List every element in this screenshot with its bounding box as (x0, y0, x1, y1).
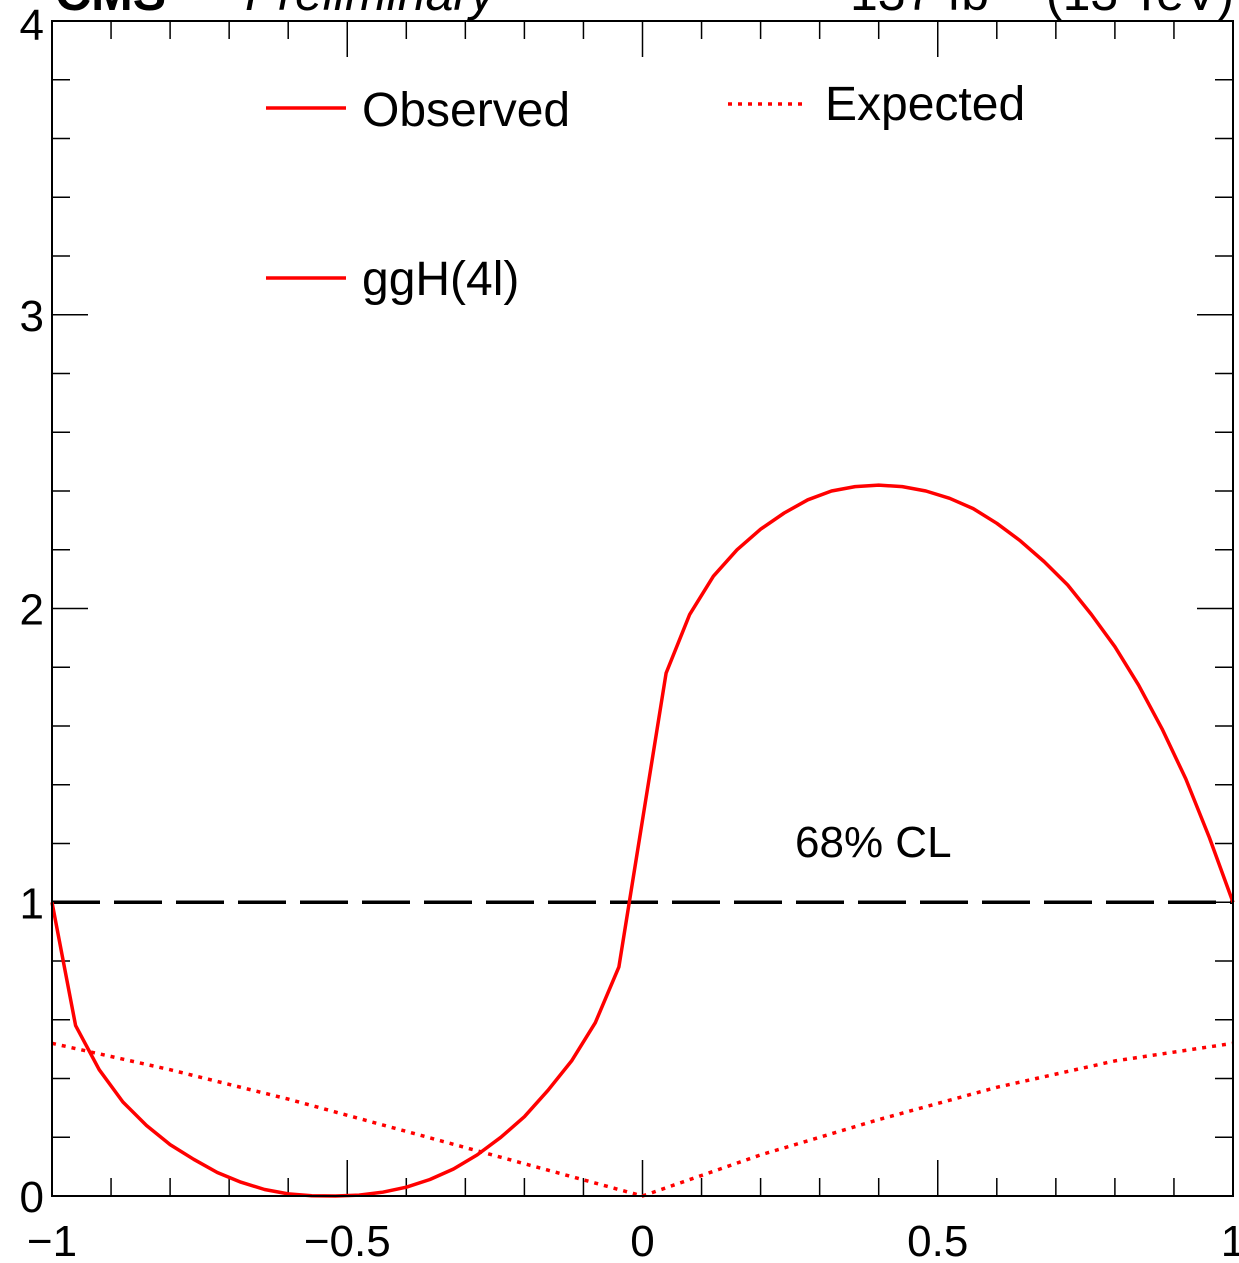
x-tick-label: −1 (27, 1217, 77, 1263)
cl-annotation: 68% CL (795, 818, 952, 867)
legend-channel-label: ggH(4l) (362, 253, 519, 306)
plot-frame (51, 20, 1234, 1197)
y-tick-label: 4 (20, 1, 44, 50)
observed-curve (50, 483, 1235, 1198)
y-tick-label: 3 (20, 292, 44, 341)
y-tick-label: 1 (20, 879, 44, 928)
legend-observed-label: Observed (362, 84, 570, 137)
experiment-label: CMS (55, 0, 166, 21)
status-label: Preliminary (245, 0, 498, 21)
lumi-label: 137 fb⁻¹ (13 TeV) (850, 0, 1234, 21)
y-tick-label: 0 (20, 1173, 44, 1222)
x-tick-label: 0.5 (907, 1217, 968, 1263)
y-tick-label: 2 (20, 586, 44, 635)
x-tick-label: 1 (1221, 1217, 1239, 1263)
x-tick-label: 0 (630, 1217, 654, 1263)
legend-expected-label: Expected (825, 78, 1025, 131)
x-tick-label: −0.5 (304, 1217, 391, 1263)
